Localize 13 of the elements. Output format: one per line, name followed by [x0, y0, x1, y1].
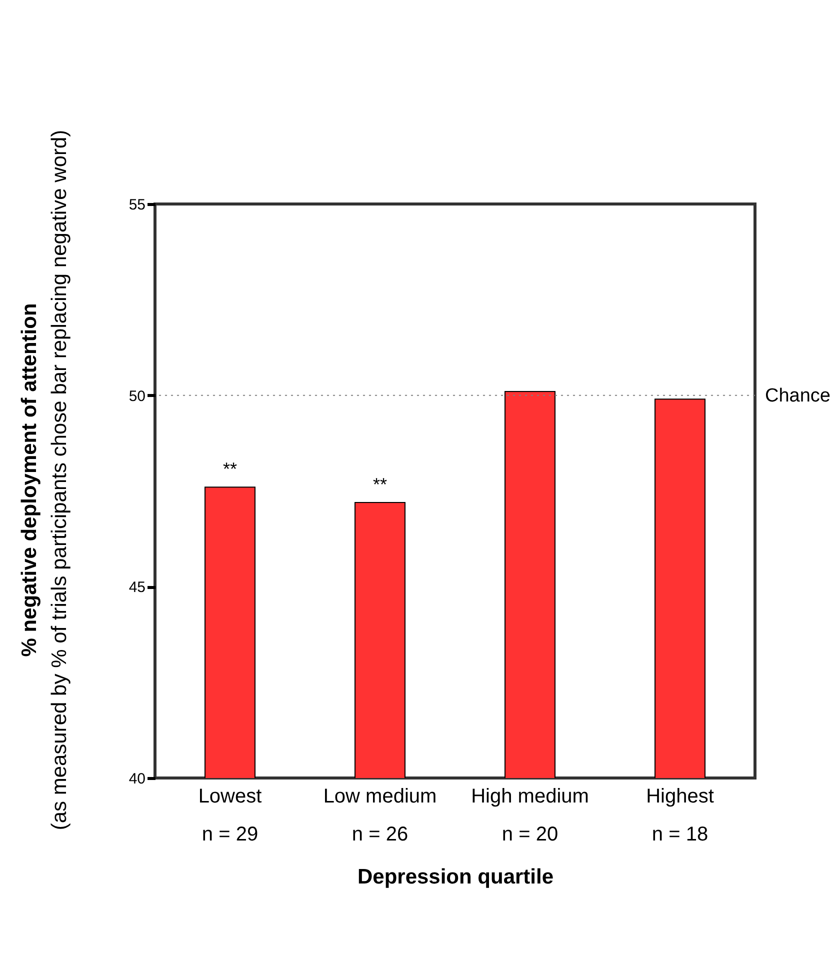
- x-tick-label: Highest n = 18: [646, 786, 714, 846]
- y-axis-title: % negative deployment of attention (as measured by % of trials participants chose bar replacing negative word): [18, 130, 71, 830]
- y-tick-label: 55: [128, 196, 146, 214]
- y-tick-label: 50: [128, 388, 146, 405]
- y-tick-label: 45: [128, 579, 146, 596]
- x-tick-label: Lowest n = 29: [198, 786, 262, 846]
- x-tick-label: Low medium n = 26: [323, 786, 437, 846]
- annotation: **: [222, 459, 238, 480]
- ref-line-label: Chance: [765, 385, 830, 406]
- y-tick-label: 40: [128, 770, 146, 788]
- x-axis-title: Depression quartile: [357, 866, 554, 888]
- annotation: **: [372, 474, 388, 494]
- x-tick-label: High medium n = 20: [471, 786, 589, 846]
